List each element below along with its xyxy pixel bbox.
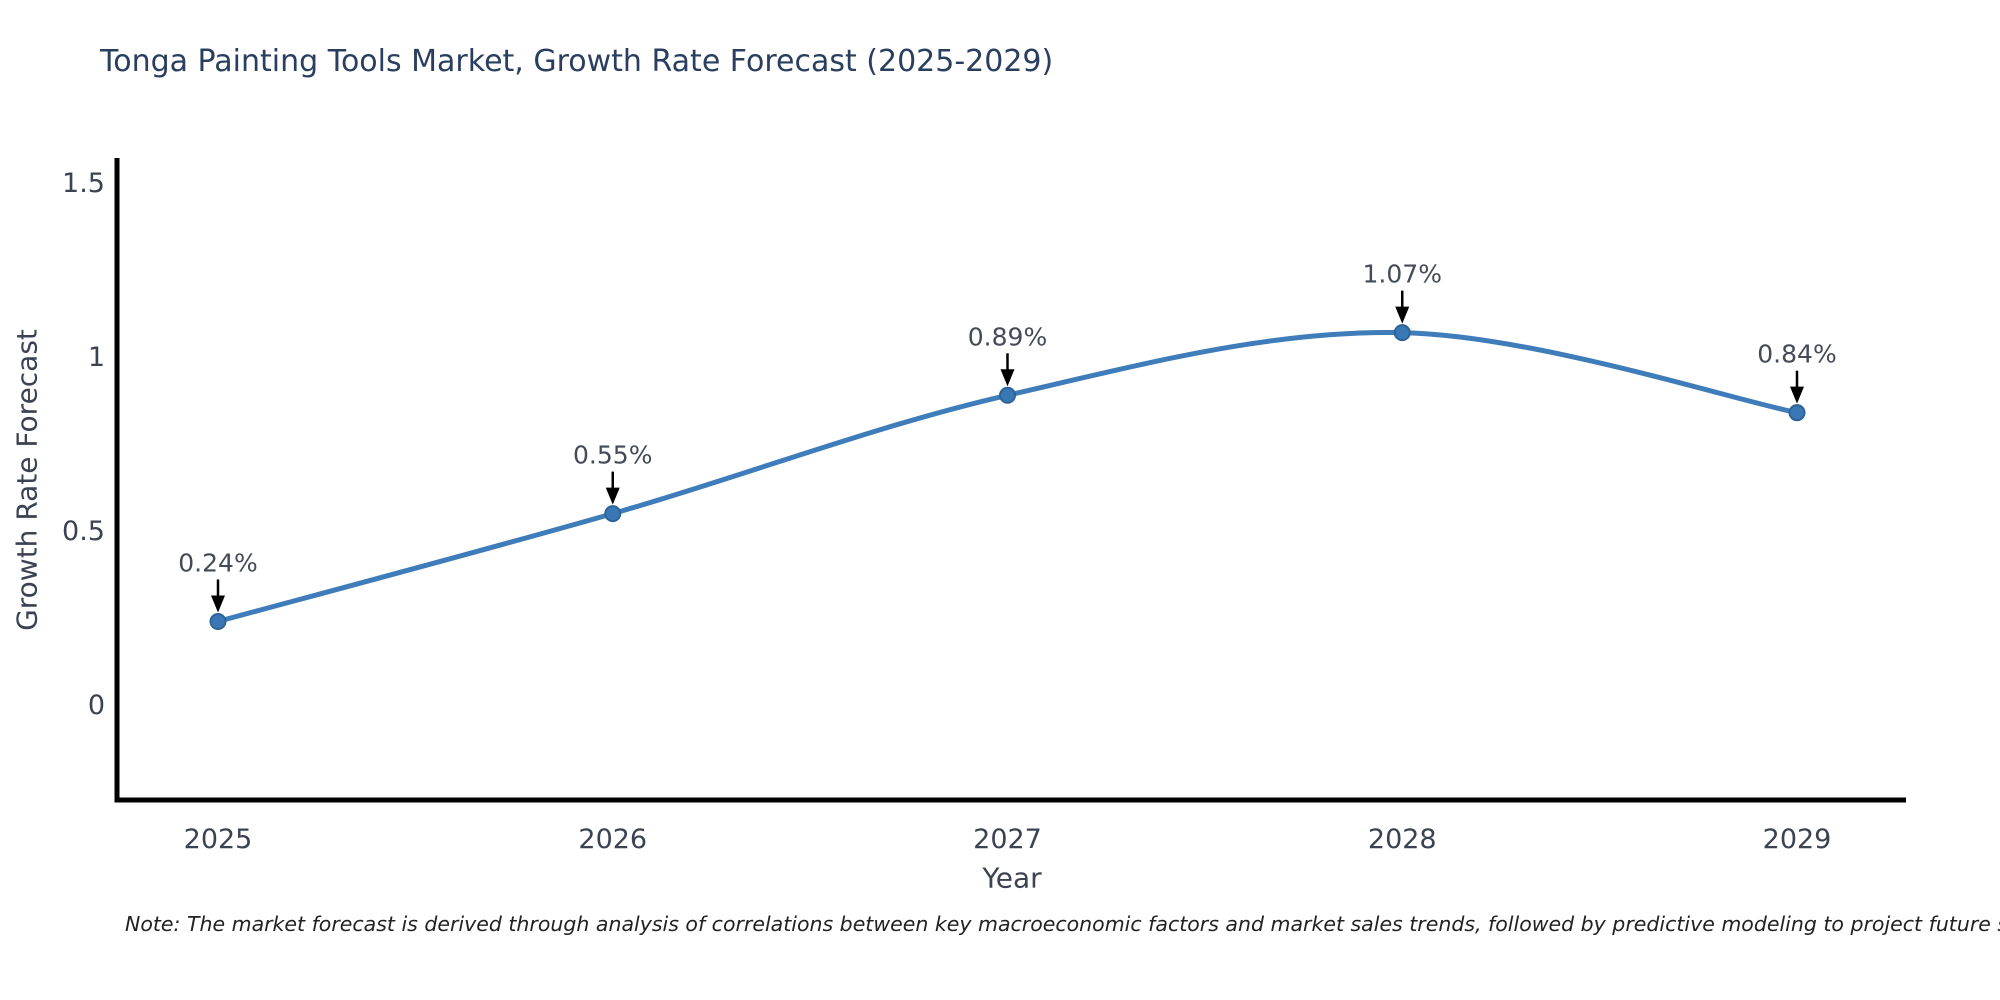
data-point-marker	[1788, 404, 1806, 422]
x-tick-label: 2027	[973, 824, 1042, 855]
annotation-arrow-head	[211, 595, 225, 613]
x-tick-label: 2026	[578, 824, 647, 855]
note-text: Note: The market forecast is derived thr…	[125, 912, 2000, 936]
data-point-marker	[604, 505, 622, 523]
annotation-label: 0.55%	[573, 441, 652, 470]
annotation-arrow-head	[1790, 386, 1804, 404]
annotation-arrow-head	[605, 487, 620, 505]
annotation-label: 1.07%	[1363, 260, 1442, 289]
y-tick-label: 1.5	[62, 168, 105, 199]
annotation-label: 0.84%	[1757, 340, 1836, 369]
y-tick-label: 0	[88, 690, 105, 721]
annotation-arrow-head	[1395, 306, 1410, 324]
annotation-label: 0.89%	[968, 322, 1047, 351]
data-point-marker	[1393, 324, 1411, 342]
annotation-arrow-head	[1000, 369, 1015, 387]
x-tick-label: 2028	[1368, 824, 1437, 855]
x-tick-label: 2025	[184, 824, 253, 855]
chart-title: Tonga Painting Tools Market, Growth Rate…	[100, 44, 1054, 79]
data-point-marker	[209, 612, 227, 630]
data-point-marker	[999, 386, 1016, 404]
x-axis-title: Year	[982, 861, 1042, 895]
y-tick-label: 1	[88, 342, 105, 373]
y-tick-label: 0.5	[62, 516, 105, 547]
x-tick-label: 2029	[1763, 824, 1832, 855]
annotation-label: 0.24%	[178, 548, 257, 577]
